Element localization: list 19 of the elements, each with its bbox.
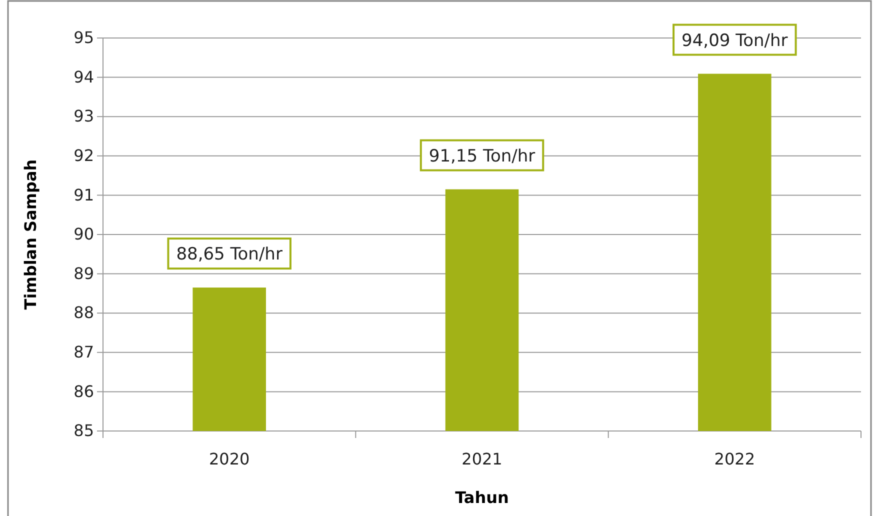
y-tick-label: 93 <box>74 106 94 126</box>
y-tick-label: 87 <box>74 342 94 362</box>
data-label: 91,15 Ton/hr <box>428 146 536 166</box>
y-axis-title: Timblan Sampah <box>21 159 40 310</box>
y-tick-label: 91 <box>74 185 94 204</box>
x-tick-label: 2022 <box>714 449 756 468</box>
y-tick-label: 95 <box>74 28 94 48</box>
y-tick-label: 85 <box>74 421 94 440</box>
y-tick-label: 88 <box>74 303 94 322</box>
y-tick-label: 86 <box>74 382 94 401</box>
y-tick-label: 94 <box>74 67 94 86</box>
x-tick-label: 2021 <box>462 449 502 468</box>
data-label: 94,09 Ton/hr <box>682 30 788 51</box>
y-tick-label: 92 <box>74 146 94 166</box>
y-tick-label: 89 <box>74 264 94 283</box>
x-tick-label: 2020 <box>208 449 250 468</box>
x-axis-title: Tahun <box>455 488 509 507</box>
data-label: 88,65 Ton/hr <box>176 244 282 265</box>
y-tick-label: 90 <box>74 224 94 244</box>
